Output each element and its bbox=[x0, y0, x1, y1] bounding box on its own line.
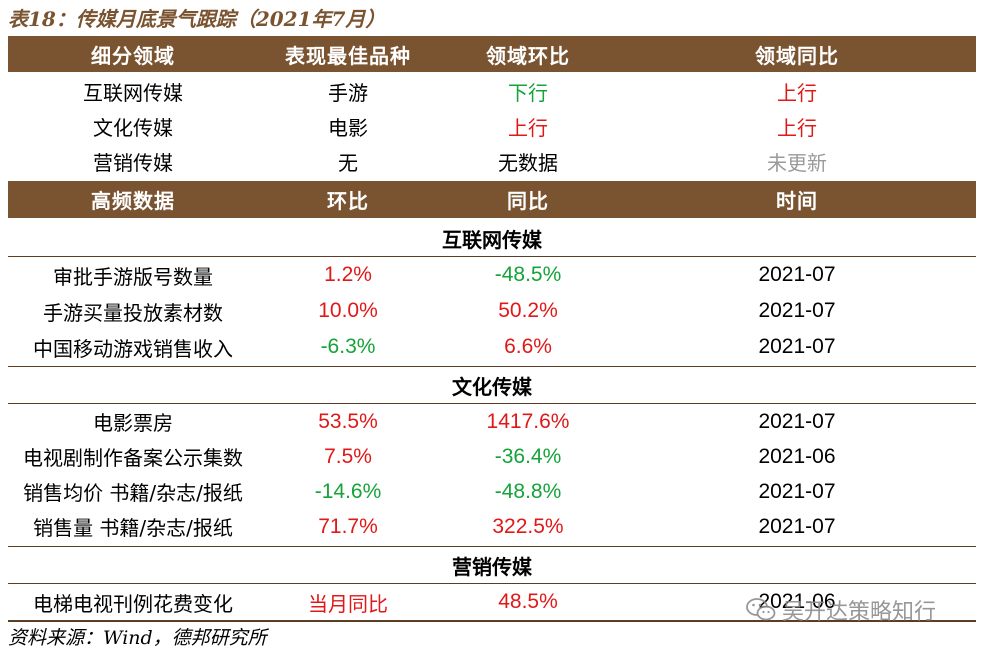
domain-cell: 互联网传媒 bbox=[83, 81, 183, 105]
item-cell: 手游买量投放素材数 bbox=[43, 300, 223, 325]
table-row: 电视剧制作备案公示集数 7.5% -36.4% 2021-06 bbox=[8, 439, 976, 474]
divider bbox=[8, 366, 976, 367]
item-cell: 电视剧制作备案公示集数 bbox=[23, 446, 243, 470]
section-header: 文化传媒 bbox=[8, 367, 976, 403]
time-cell: 2021-07 bbox=[758, 479, 836, 503]
mom-cell: -14.6% bbox=[314, 479, 382, 503]
source-note: 资料来源：Wind，德邦研究所 bbox=[8, 627, 267, 649]
yoy-cell: 322.5% bbox=[492, 514, 564, 538]
table-header-sector: 细分领域 表现最佳品种 领域环比 领域同比 bbox=[8, 36, 976, 72]
time-cell: 2021-07 bbox=[758, 514, 836, 538]
yoy-cell: 50.2% bbox=[498, 299, 558, 322]
table-row: 手游买量投放素材数 10.0% 50.2% 2021-07 bbox=[8, 293, 976, 329]
header-cell: 领域环比 bbox=[486, 43, 570, 68]
table-row: 电影票房 53.5% 1417.6% 2021-07 bbox=[8, 404, 976, 439]
item-cell: 销售均价 书籍/杂志/报纸 bbox=[23, 481, 243, 505]
mom-cell: 下行 bbox=[508, 81, 548, 105]
item-cell: 中国移动游戏销售收入 bbox=[33, 336, 233, 361]
table-row: 营销传媒 无 无数据 未更新 bbox=[8, 144, 976, 179]
yoy-cell: 上行 bbox=[777, 116, 817, 140]
best-cell: 手游 bbox=[328, 81, 368, 105]
divider bbox=[8, 403, 976, 404]
best-cell: 电影 bbox=[328, 116, 368, 140]
time-cell: 2021-07 bbox=[758, 335, 836, 358]
section-header: 互联网传媒 bbox=[8, 220, 976, 256]
watermark: 吴开达策略知行 bbox=[746, 590, 936, 630]
item-cell: 电影票房 bbox=[93, 411, 173, 435]
header-cell: 高频数据 bbox=[91, 189, 175, 213]
section-title: 营销传媒 bbox=[452, 554, 532, 579]
item-cell: 审批手游版号数量 bbox=[53, 264, 213, 289]
table-row: 互联网传媒 手游 下行 上行 bbox=[8, 74, 976, 109]
yoy-cell: 6.6% bbox=[504, 335, 552, 358]
table-row: 销售均价 书籍/杂志/报纸 -14.6% -48.8% 2021-07 bbox=[8, 474, 976, 509]
watermark-text: 吴开达策略知行 bbox=[782, 600, 937, 625]
table-row: 文化传媒 电影 上行 上行 bbox=[8, 109, 976, 144]
mom-cell: 当月同比 bbox=[308, 591, 388, 616]
divider bbox=[8, 583, 976, 584]
mom-cell: 1.2% bbox=[324, 263, 372, 286]
mom-cell: -6.3% bbox=[320, 335, 376, 358]
table-row: 中国移动游戏销售收入 -6.3% 6.6% 2021-07 bbox=[8, 329, 976, 365]
mom-cell: 10.0% bbox=[318, 299, 378, 322]
table-row: 审批手游版号数量 1.2% -48.5% 2021-07 bbox=[8, 257, 976, 293]
table-header-highfreq: 高频数据 环比 同比 时间 bbox=[8, 181, 976, 218]
time-cell: 2021-07 bbox=[758, 409, 836, 433]
domain-cell: 营销传媒 bbox=[93, 151, 173, 175]
section-header: 营销传媒 bbox=[8, 547, 976, 583]
domain-cell: 文化传媒 bbox=[93, 116, 173, 140]
yoy-cell: -48.8% bbox=[494, 479, 562, 503]
divider bbox=[8, 256, 976, 257]
divider bbox=[8, 546, 976, 547]
table-row: 销售量 书籍/杂志/报纸 71.7% 322.5% 2021-07 bbox=[8, 509, 976, 544]
time-cell: 2021-06 bbox=[758, 444, 836, 468]
yoy-cell: 未更新 bbox=[767, 151, 827, 175]
yoy-cell: 上行 bbox=[777, 81, 817, 105]
header-cell: 领域同比 bbox=[755, 43, 839, 68]
time-cell: 2021-07 bbox=[758, 263, 836, 286]
wechat-icon bbox=[746, 598, 776, 621]
yoy-cell: -36.4% bbox=[494, 444, 562, 468]
table-row: 电梯电视刊例花费变化 当月同比 48.5% 2021-06 bbox=[8, 584, 976, 620]
section-title: 文化传媒 bbox=[452, 374, 532, 399]
table-bottom-border bbox=[8, 620, 976, 622]
header-cell: 时间 bbox=[776, 189, 818, 213]
mom-cell: 上行 bbox=[508, 116, 548, 140]
header-cell: 细分领域 bbox=[91, 43, 175, 68]
header-cell: 环比 bbox=[327, 189, 369, 213]
mom-cell: 7.5% bbox=[324, 444, 372, 468]
section-title: 互联网传媒 bbox=[442, 227, 542, 252]
best-cell: 无 bbox=[338, 151, 358, 175]
mom-cell: 无数据 bbox=[498, 151, 558, 175]
time-cell: 2021-06 bbox=[758, 590, 836, 613]
header-cell: 表现最佳品种 bbox=[285, 43, 411, 68]
header-cell: 同比 bbox=[507, 189, 549, 213]
yoy-cell: 1417.6% bbox=[486, 409, 570, 433]
mom-cell: 53.5% bbox=[318, 409, 378, 433]
yoy-cell: 48.5% bbox=[498, 590, 558, 613]
yoy-cell: -48.5% bbox=[494, 263, 562, 286]
table-title: 表18：传媒月底景气跟踪（2021年7月） bbox=[8, 7, 386, 31]
time-cell: 2021-07 bbox=[758, 299, 836, 322]
mom-cell: 71.7% bbox=[318, 514, 378, 538]
item-cell: 电梯电视刊例花费变化 bbox=[33, 591, 233, 616]
item-cell: 销售量 书籍/杂志/报纸 bbox=[33, 516, 233, 540]
